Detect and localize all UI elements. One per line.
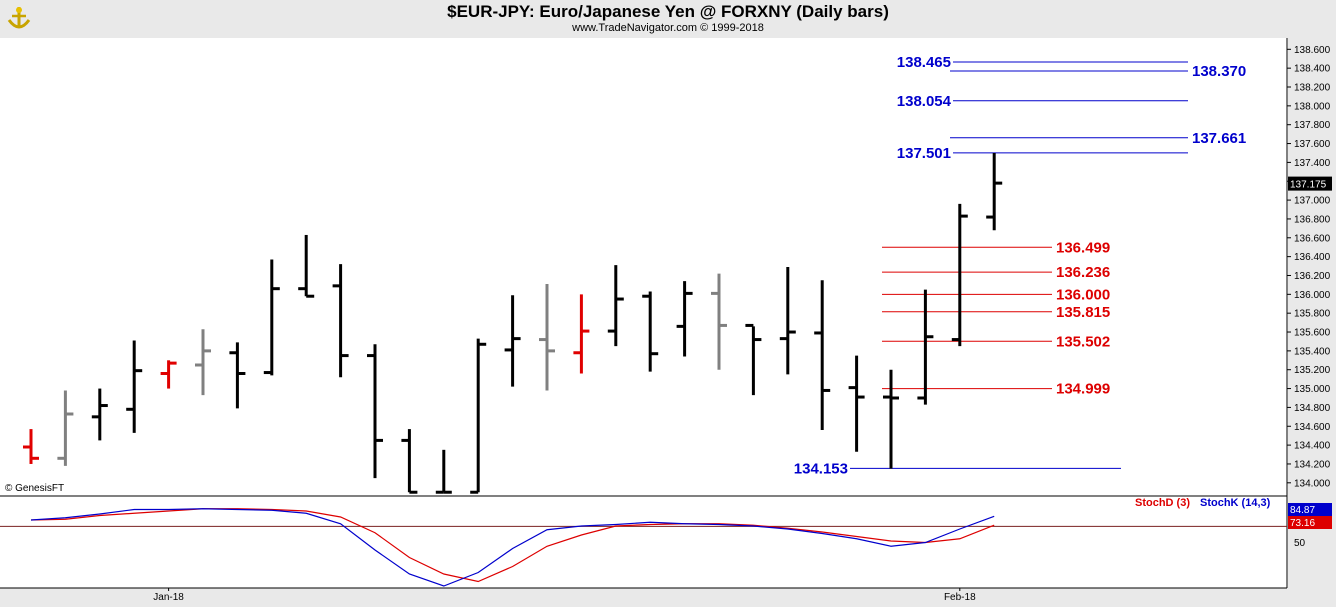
y-tick-label: 136.400 — [1294, 252, 1331, 263]
y-tick-label: 134.600 — [1294, 422, 1331, 433]
y-tick-label: 138.600 — [1294, 45, 1331, 56]
stoch-d-value: 73.16 — [1290, 518, 1315, 529]
level-label: 135.502 — [1056, 333, 1110, 350]
y-tick-label: 138.200 — [1294, 83, 1331, 94]
level-label: 136.236 — [1056, 264, 1110, 281]
y-tick-label: 135.600 — [1294, 328, 1331, 339]
level-label: 136.499 — [1056, 239, 1110, 256]
last-price-label: 137.175 — [1290, 180, 1327, 191]
y-tick-label: 137.000 — [1294, 196, 1331, 207]
stoch-k-legend: StochK (14,3) — [1200, 497, 1271, 509]
level-label: 134.999 — [1056, 381, 1110, 398]
chart-subtitle: www.TradeNavigator.com © 1999-2018 — [572, 22, 764, 34]
stoch-k-tag — [1288, 503, 1332, 516]
y-tick-label: 135.200 — [1294, 365, 1331, 376]
last-price-tag — [1288, 176, 1332, 191]
y-tick-label: 137.400 — [1294, 158, 1331, 169]
level-label: 134.153 — [794, 460, 848, 477]
stoch-d-tag — [1288, 516, 1332, 529]
y-tick-label: 136.200 — [1294, 271, 1331, 282]
y-tick-label: 134.800 — [1294, 403, 1331, 414]
stoch-tick-label: 50 — [1294, 538, 1306, 549]
stoch-k-value: 84.87 — [1290, 505, 1315, 516]
y-tick-label: 135.800 — [1294, 309, 1331, 320]
level-label: 136.000 — [1056, 286, 1110, 303]
trade-navigator-logo-icon — [7, 7, 31, 29]
level-label: 138.054 — [897, 93, 952, 110]
y-tick-label: 138.400 — [1294, 64, 1331, 75]
y-tick-label: 134.200 — [1294, 459, 1331, 470]
y-tick-label: 134.400 — [1294, 441, 1331, 452]
y-tick-label: 136.000 — [1294, 290, 1331, 301]
y-tick-label: 135.000 — [1294, 384, 1331, 395]
level-label: 138.465 — [897, 54, 951, 71]
x-tick-label: Jan-18 — [153, 592, 184, 603]
y-tick-label: 138.000 — [1294, 101, 1331, 112]
genesis-watermark: © GenesisFT — [5, 483, 64, 494]
chart-title: $EUR-JPY: Euro/Japanese Yen @ FORXNY (Da… — [447, 2, 889, 21]
level-label: 138.370 — [1192, 63, 1246, 80]
y-tick-label: 137.800 — [1294, 120, 1331, 131]
level-label: 137.501 — [897, 145, 951, 162]
y-tick-label: 136.800 — [1294, 214, 1331, 225]
stoch-d-legend: StochD (3) — [1135, 497, 1190, 509]
level-label: 137.661 — [1192, 130, 1246, 147]
x-tick-label: Feb-18 — [944, 592, 976, 603]
time-axis-band — [0, 588, 1336, 607]
stoch-k-line — [30, 508, 995, 587]
y-tick-label: 134.000 — [1294, 478, 1331, 489]
y-tick-label: 136.600 — [1294, 233, 1331, 244]
level-label: 135.815 — [1056, 304, 1110, 321]
y-tick-label: 135.400 — [1294, 346, 1331, 357]
y-tick-label: 137.600 — [1294, 139, 1331, 150]
title-bar — [0, 0, 1336, 38]
